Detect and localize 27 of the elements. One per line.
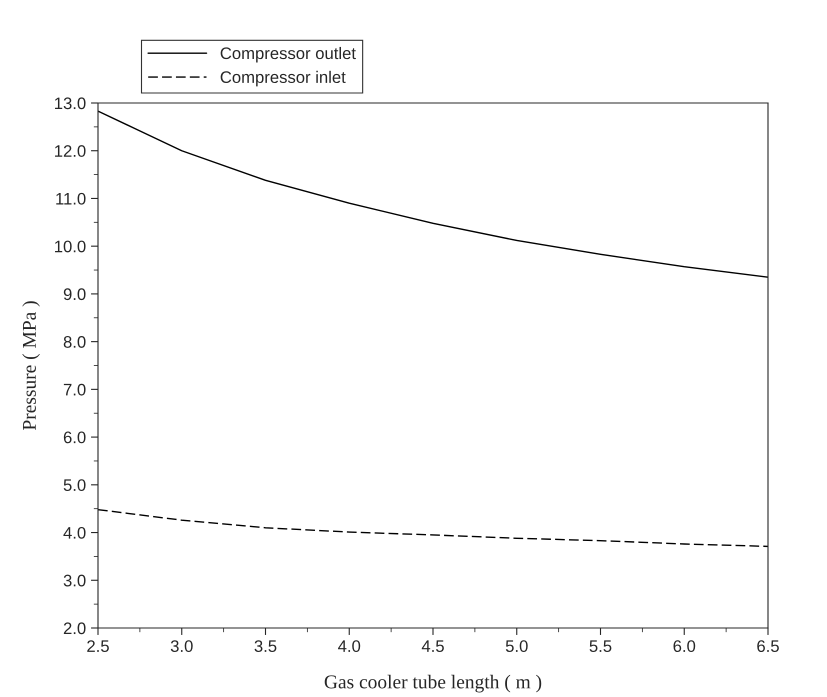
y-tick-label: 6.0 xyxy=(64,431,86,444)
x-tick-label: 3.0 xyxy=(170,640,193,652)
y-tick-label: 10.0 xyxy=(55,240,86,252)
y-tick-label: 4.0 xyxy=(63,526,86,539)
x-tick-label: 4.5 xyxy=(422,640,444,652)
y-tick-label: 2.0 xyxy=(64,622,86,634)
x-tick-label: 5.0 xyxy=(506,640,528,652)
y-tick-label: 12.0 xyxy=(55,145,86,157)
y-tick-label: 7.0 xyxy=(64,384,86,396)
y-tick-label: 13.0 xyxy=(55,97,86,110)
x-axis-title: Gas cooler tube length ( m ) xyxy=(324,674,542,692)
y-tick-label: 5.0 xyxy=(64,479,86,492)
x-tick-label: 4.0 xyxy=(338,640,360,652)
x-tick-label: 2.5 xyxy=(87,640,109,652)
x-tick-label: 5.5 xyxy=(590,640,612,652)
y-axis-title: Pressure ( MPa ) xyxy=(22,301,40,430)
x-tick-label: 3.5 xyxy=(254,640,276,652)
x-tick-label: 6.5 xyxy=(757,640,779,652)
legend-label: Compressor outlet xyxy=(220,46,356,62)
legend-label: Compressor inlet xyxy=(220,70,346,86)
y-tick-label: 9.0 xyxy=(64,288,86,300)
y-tick-label: 3.0 xyxy=(64,574,86,586)
line-series xyxy=(98,110,768,278)
y-tick-label: 11.0 xyxy=(56,192,86,205)
y-tick-label: 8.0 xyxy=(64,336,86,348)
line-series xyxy=(98,508,768,548)
x-tick-label: 6.0 xyxy=(674,640,696,652)
